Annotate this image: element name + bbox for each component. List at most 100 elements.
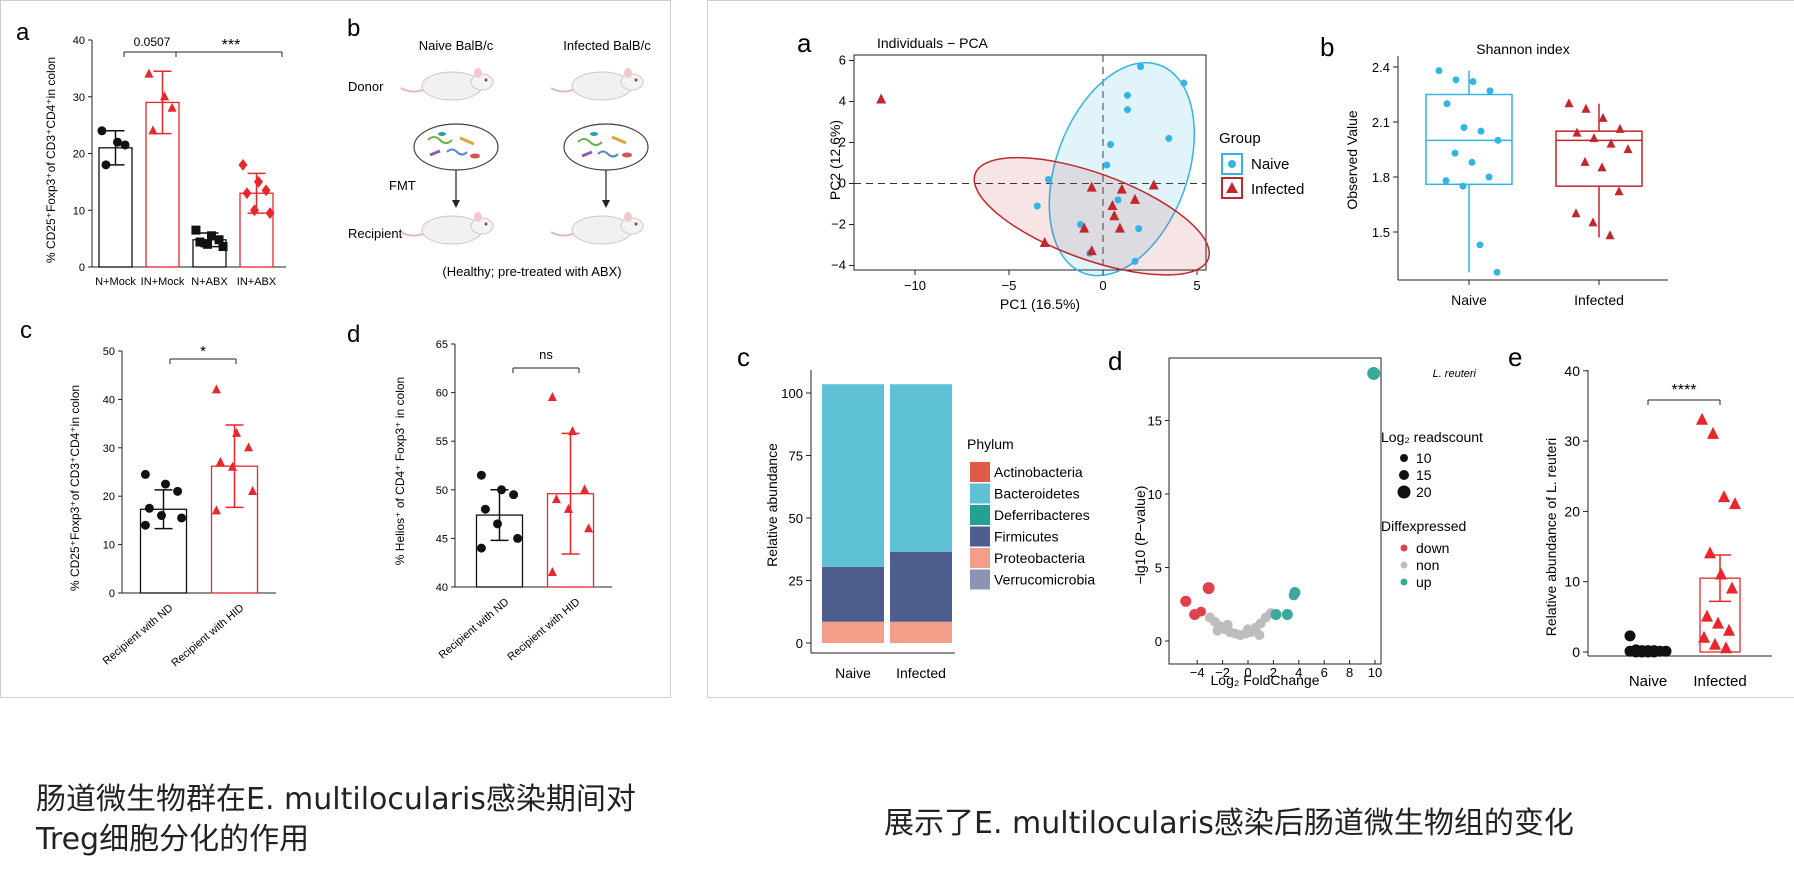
pca-xlabel: PC1 (16.5%) bbox=[1000, 296, 1080, 312]
data-point bbox=[242, 187, 252, 200]
reuteri-ylabel: Relative abundance of L. reuteri bbox=[1543, 438, 1559, 636]
size-10-label: 10 bbox=[1416, 450, 1432, 466]
x-tick-label: Infected bbox=[1693, 673, 1746, 690]
y-tick-label: 75 bbox=[789, 449, 803, 464]
data-point bbox=[480, 504, 490, 514]
recipient-label: Recipient bbox=[348, 226, 403, 241]
naive-point bbox=[1123, 106, 1131, 114]
naive-point bbox=[1477, 127, 1485, 135]
data-point bbox=[238, 159, 248, 171]
mouse-head bbox=[470, 217, 494, 235]
left-d-ylabel: % Helios⁺ of CD4⁺ Foxp3⁺ in colon bbox=[393, 377, 407, 565]
l-reuteri-annotation: L. reuteri bbox=[1433, 368, 1477, 380]
mouse-icon-0 bbox=[400, 68, 494, 101]
left-c-ylabel: % CD25⁺Foxp3⁺of CD3⁺CD4⁺in colon bbox=[68, 385, 82, 591]
legend-infected-icon bbox=[1226, 182, 1238, 193]
legend-swatch-Proteobacteria bbox=[970, 548, 990, 568]
data-point bbox=[144, 68, 154, 78]
y-tick-label: 5 bbox=[1155, 561, 1162, 576]
mouse-head bbox=[470, 73, 494, 91]
data-point bbox=[564, 503, 573, 513]
phylum-stacked-bars: 0 25 50 75 100 Naive Infected bbox=[781, 370, 955, 681]
x-tick-label: 5 bbox=[1193, 278, 1200, 293]
naive-point bbox=[1624, 630, 1636, 642]
mouse-eye bbox=[634, 222, 638, 226]
shannon-ylabel: Observed Value bbox=[1344, 110, 1360, 210]
y-tick-label: 30 bbox=[103, 443, 115, 455]
volcano-ylabel: −lg10 (P−value) bbox=[1132, 486, 1148, 585]
infected-point bbox=[1588, 217, 1598, 227]
y-tick-label: 50 bbox=[103, 346, 115, 358]
legend-label-Firmicutes: Firmicutes bbox=[994, 529, 1059, 545]
y-tick-label: 100 bbox=[781, 386, 803, 401]
naive-point bbox=[1486, 87, 1494, 95]
naive-point bbox=[1460, 124, 1468, 131]
data-point bbox=[177, 513, 187, 523]
y-tick-label: 0 bbox=[79, 262, 85, 274]
y-tick-label: 50 bbox=[436, 485, 448, 497]
data-point bbox=[214, 235, 224, 245]
data-point bbox=[497, 485, 506, 495]
y-tick-label: 40 bbox=[73, 35, 85, 47]
naive-point bbox=[1123, 91, 1131, 99]
volcano-xlabel: Log₂ FoldChange bbox=[1211, 672, 1320, 688]
infected-point bbox=[1129, 193, 1140, 204]
fmt-label: FMT bbox=[389, 178, 416, 193]
legend-label-Verrucomicrobia: Verrucomicrobia bbox=[994, 572, 1095, 588]
panel-letter-right-b: b bbox=[1320, 32, 1334, 62]
data-point bbox=[207, 231, 216, 241]
infected-point bbox=[1116, 183, 1127, 194]
legend-swatch-Firmicutes bbox=[970, 526, 990, 547]
legend-swatch-Actinobacteria bbox=[970, 462, 990, 482]
y-tick-label: 10 bbox=[1148, 487, 1162, 502]
y-tick-label: 10 bbox=[1564, 574, 1580, 590]
naive-point bbox=[1459, 182, 1467, 190]
diff-legend-title: Diffexpressed bbox=[1381, 518, 1466, 534]
x-tick-label: −2 bbox=[1215, 665, 1230, 680]
x-tick-label: N+ABX bbox=[191, 276, 228, 288]
y-tick-label: 1.5 bbox=[1372, 225, 1390, 240]
data-point bbox=[232, 427, 241, 437]
y-tick-label: 0 bbox=[109, 588, 115, 600]
mouse-icon-3 bbox=[550, 212, 644, 245]
y-tick-label: 0 bbox=[839, 176, 846, 191]
y-tick-label: 40 bbox=[436, 582, 448, 594]
legend-label-Bacteroidetes: Bacteroidetes bbox=[994, 486, 1080, 502]
naive-point bbox=[1469, 78, 1477, 86]
infected-point bbox=[1707, 426, 1719, 439]
infected-point bbox=[1623, 144, 1633, 154]
data-point bbox=[568, 426, 577, 436]
left-a-ylabel: % CD25⁺Foxp3⁺of CD3⁺CD4⁺in colon bbox=[44, 57, 58, 263]
y-tick-label: 2.4 bbox=[1372, 60, 1390, 75]
naive-point bbox=[1114, 196, 1122, 204]
infected-point bbox=[1723, 623, 1735, 636]
infected-point bbox=[1589, 133, 1599, 143]
x-tick-label: 4 bbox=[1295, 665, 1302, 680]
data-point bbox=[140, 469, 150, 479]
pca-scatter: −10 −5 0 5 −4 −2 0 2 4 6 bbox=[831, 53, 1210, 293]
panel-letter-right-c: c bbox=[737, 342, 750, 372]
data-point bbox=[218, 242, 228, 252]
x-tick-label: 6 bbox=[1321, 665, 1328, 680]
data-point bbox=[547, 567, 557, 577]
legend-naive-label: Naive bbox=[1251, 156, 1289, 173]
y-tick-label: 10 bbox=[103, 540, 115, 552]
y-tick-label: 2.1 bbox=[1372, 115, 1390, 130]
y-tick-label: 2 bbox=[839, 135, 846, 150]
data-point bbox=[493, 519, 502, 529]
y-tick-label: 45 bbox=[436, 533, 448, 545]
left-a-bar-chart: 0 10 20 30 40 N+Mock IN+Mock N+ABX IN+ABX bbox=[73, 35, 286, 288]
sig-label-triple-star: *** bbox=[222, 37, 241, 54]
y-tick-label: 30 bbox=[73, 92, 85, 104]
mouse-tail bbox=[400, 87, 424, 93]
non-icon bbox=[1400, 561, 1408, 569]
x-tick-label: Infected bbox=[1574, 292, 1624, 308]
infected-point bbox=[1729, 497, 1741, 510]
abundance-ylabel: Relative abundance bbox=[764, 443, 780, 567]
caption-right: 展示了E. multilocularis感染后肠道微生物组的变化 bbox=[884, 806, 1574, 841]
naive-point bbox=[1180, 79, 1188, 87]
y-tick-label: 0 bbox=[1572, 644, 1580, 660]
legend-label-Deferribacteres: Deferribacteres bbox=[994, 507, 1090, 523]
naive-balbc-label: Naive BalB/c bbox=[419, 38, 494, 53]
